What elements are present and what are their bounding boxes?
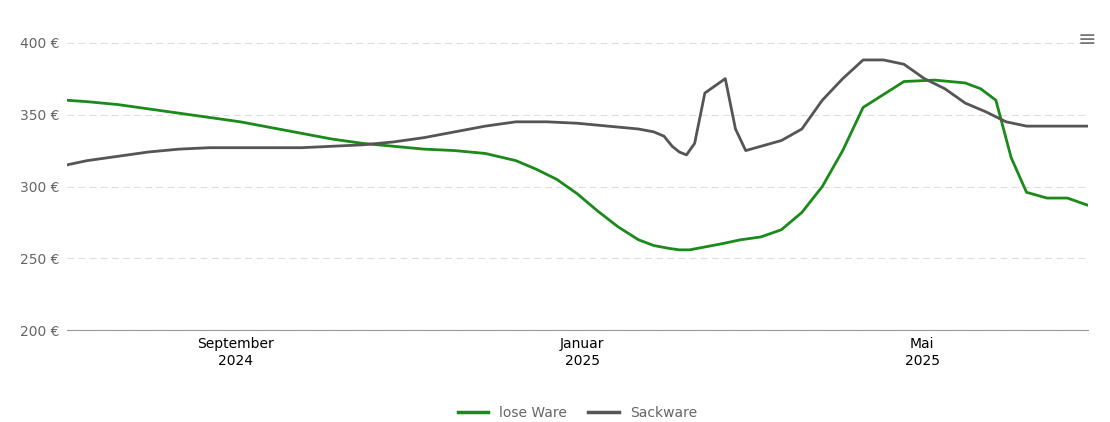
Text: ≡: ≡ (1078, 30, 1097, 49)
Legend: lose Ware, Sackware: lose Ware, Sackware (452, 400, 703, 422)
